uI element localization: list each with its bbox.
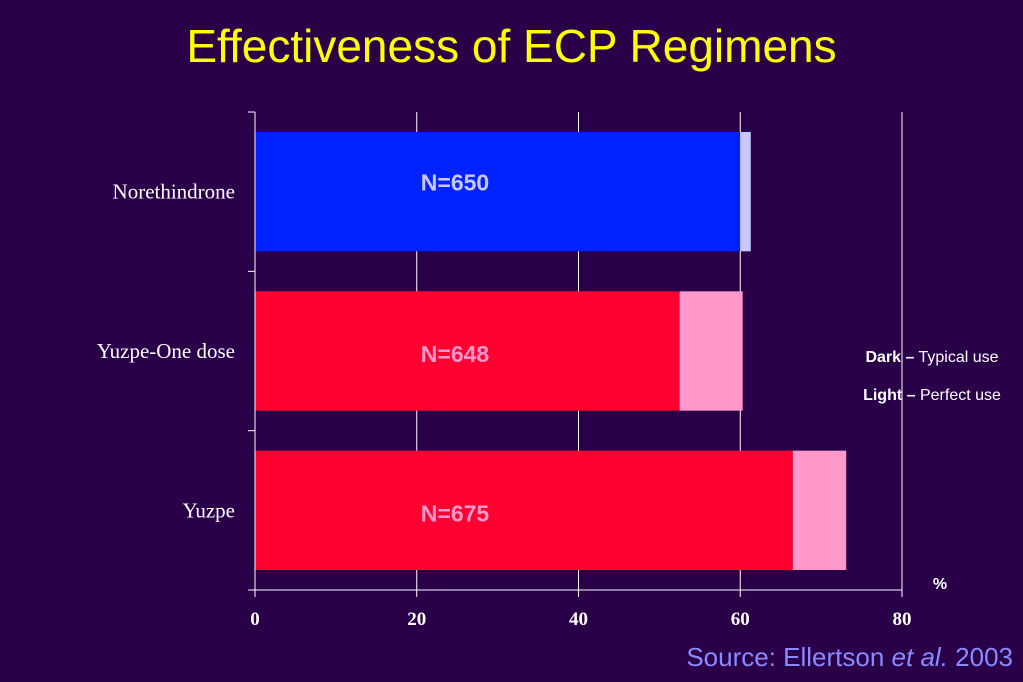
source-italic: et al. [891,642,948,672]
source-citation: Source: Ellertson et al. 2003 [686,642,1013,673]
bar-norethindrone-perfect [740,132,751,252]
bar-yuzpe-one-dose-typical [255,291,680,411]
bar-annotation: N=648 [421,341,490,367]
bar-yuzpe-one-dose-perfect [679,291,743,411]
chart-title: Effectiveness of ECP Regimens [186,20,837,72]
x-tick-label: 80 [893,609,912,630]
legend-entry-dark: Dark – Typical use [858,348,1006,368]
x-tick-label: 60 [731,609,750,630]
bar-annotation: N=650 [421,170,489,196]
source-prefix: Source: Ellertson [686,642,892,672]
source-year: 2003 [947,642,1013,672]
x-axis-unit-label: % [932,576,948,593]
legend-dark-key: Dark – [865,349,915,366]
category-label: Yuzpe-One dose [97,339,235,363]
legend-light-key: Light – [863,387,916,404]
bar-annotation: N=675 [421,500,490,526]
legend-dark-text: Typical use [918,349,999,366]
legend-light-text: Perfect use [919,387,1001,404]
x-tick-label: 40 [569,609,588,630]
bar-yuzpe-typical [255,450,793,570]
category-label: Yuzpe [183,498,235,522]
legend-entry-light: Light – Perfect use [858,386,1006,406]
x-tick-label: 20 [407,609,426,630]
legend: Dark – Typical use Light – Perfect use [858,348,1006,424]
x-tick-label: 0 [250,609,260,630]
bar-yuzpe-perfect [792,450,847,570]
bar-norethindrone-typical [255,132,741,252]
category-label: Norethindrone [113,180,235,204]
